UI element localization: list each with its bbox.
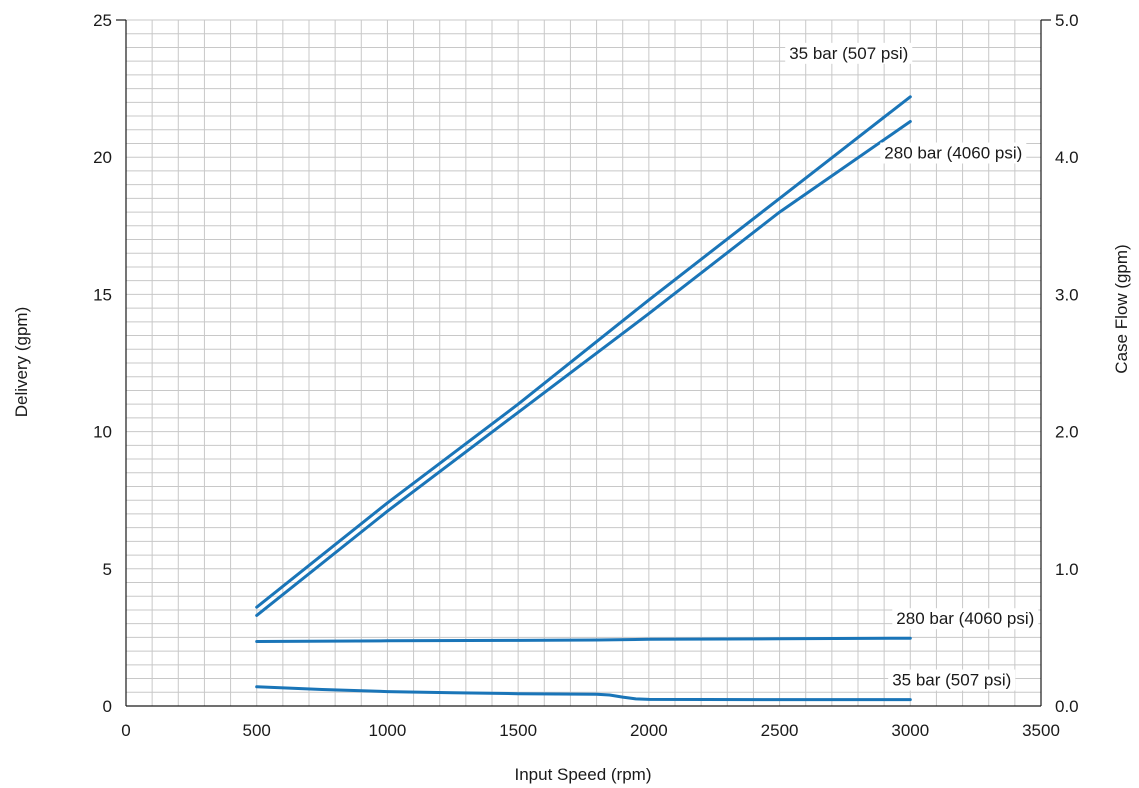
curve-label-1: 35 bar (507 psi) <box>785 42 913 64</box>
y-tick-label-left: 15 <box>93 285 112 304</box>
y-tick-label-left: 20 <box>93 148 112 167</box>
series-line-1 <box>255 95 912 609</box>
curve-label-4: 35 bar (507 psi) <box>888 669 1016 691</box>
x-axis-label: Input Speed (rpm) <box>514 765 651 784</box>
y-tick-label-left: 0 <box>103 697 112 716</box>
y-tick-label-right: 5.0 <box>1055 11 1079 30</box>
y-tick-label-left: 10 <box>93 423 112 442</box>
curve-label-text: 280 bar (4060 psi) <box>884 144 1022 163</box>
curve-label-text: 35 bar (507 psi) <box>789 44 908 63</box>
curve-label-3: 280 bar (4060 psi) <box>892 608 1039 630</box>
series-line-2 <box>255 120 912 617</box>
y-axis-label-right: Case Flow (gpm) <box>1112 244 1131 373</box>
curve-label-background <box>892 608 1039 630</box>
y-axis-label-left: Delivery (gpm) <box>12 307 31 418</box>
curve-label-text: 35 bar (507 psi) <box>892 671 1011 690</box>
x-tick-label: 2500 <box>761 721 799 740</box>
series-line-3 <box>255 636 912 643</box>
curve-label-2: 280 bar (4060 psi) <box>880 142 1027 164</box>
curve-label-text: 280 bar (4060 psi) <box>896 609 1034 628</box>
x-tick-label: 3000 <box>891 721 929 740</box>
x-tick-label: 500 <box>243 721 271 740</box>
series-line-4 <box>255 685 912 702</box>
curve-label-background <box>880 142 1027 164</box>
y-tick-label-right: 4.0 <box>1055 148 1079 167</box>
y-tick-label-right: 3.0 <box>1055 285 1079 304</box>
y-tick-label-left: 25 <box>93 11 112 30</box>
x-tick-label: 3500 <box>1022 721 1060 740</box>
series-group <box>255 95 912 702</box>
axes: 0 500 1000 1500 2000 2500 3000 3500 0 5 10 15 20 25 0.… <box>93 11 1079 740</box>
x-tick-label: 2000 <box>630 721 668 740</box>
curve-label-background <box>888 669 1016 691</box>
y-tick-label-right: 0.0 <box>1055 697 1079 716</box>
x-tick-label: 1000 <box>369 721 407 740</box>
x-tick-label: 1500 <box>499 721 537 740</box>
x-tick-label: 0 <box>121 721 130 740</box>
y-tick-label-right: 1.0 <box>1055 560 1079 579</box>
y-tick-label-left: 5 <box>103 560 112 579</box>
y-tick-label-right: 2.0 <box>1055 423 1079 442</box>
curve-labels: 35 bar (507 psi) 280 bar (4060 psi) 280 ba… <box>785 42 1039 691</box>
curve-label-background <box>785 42 913 64</box>
